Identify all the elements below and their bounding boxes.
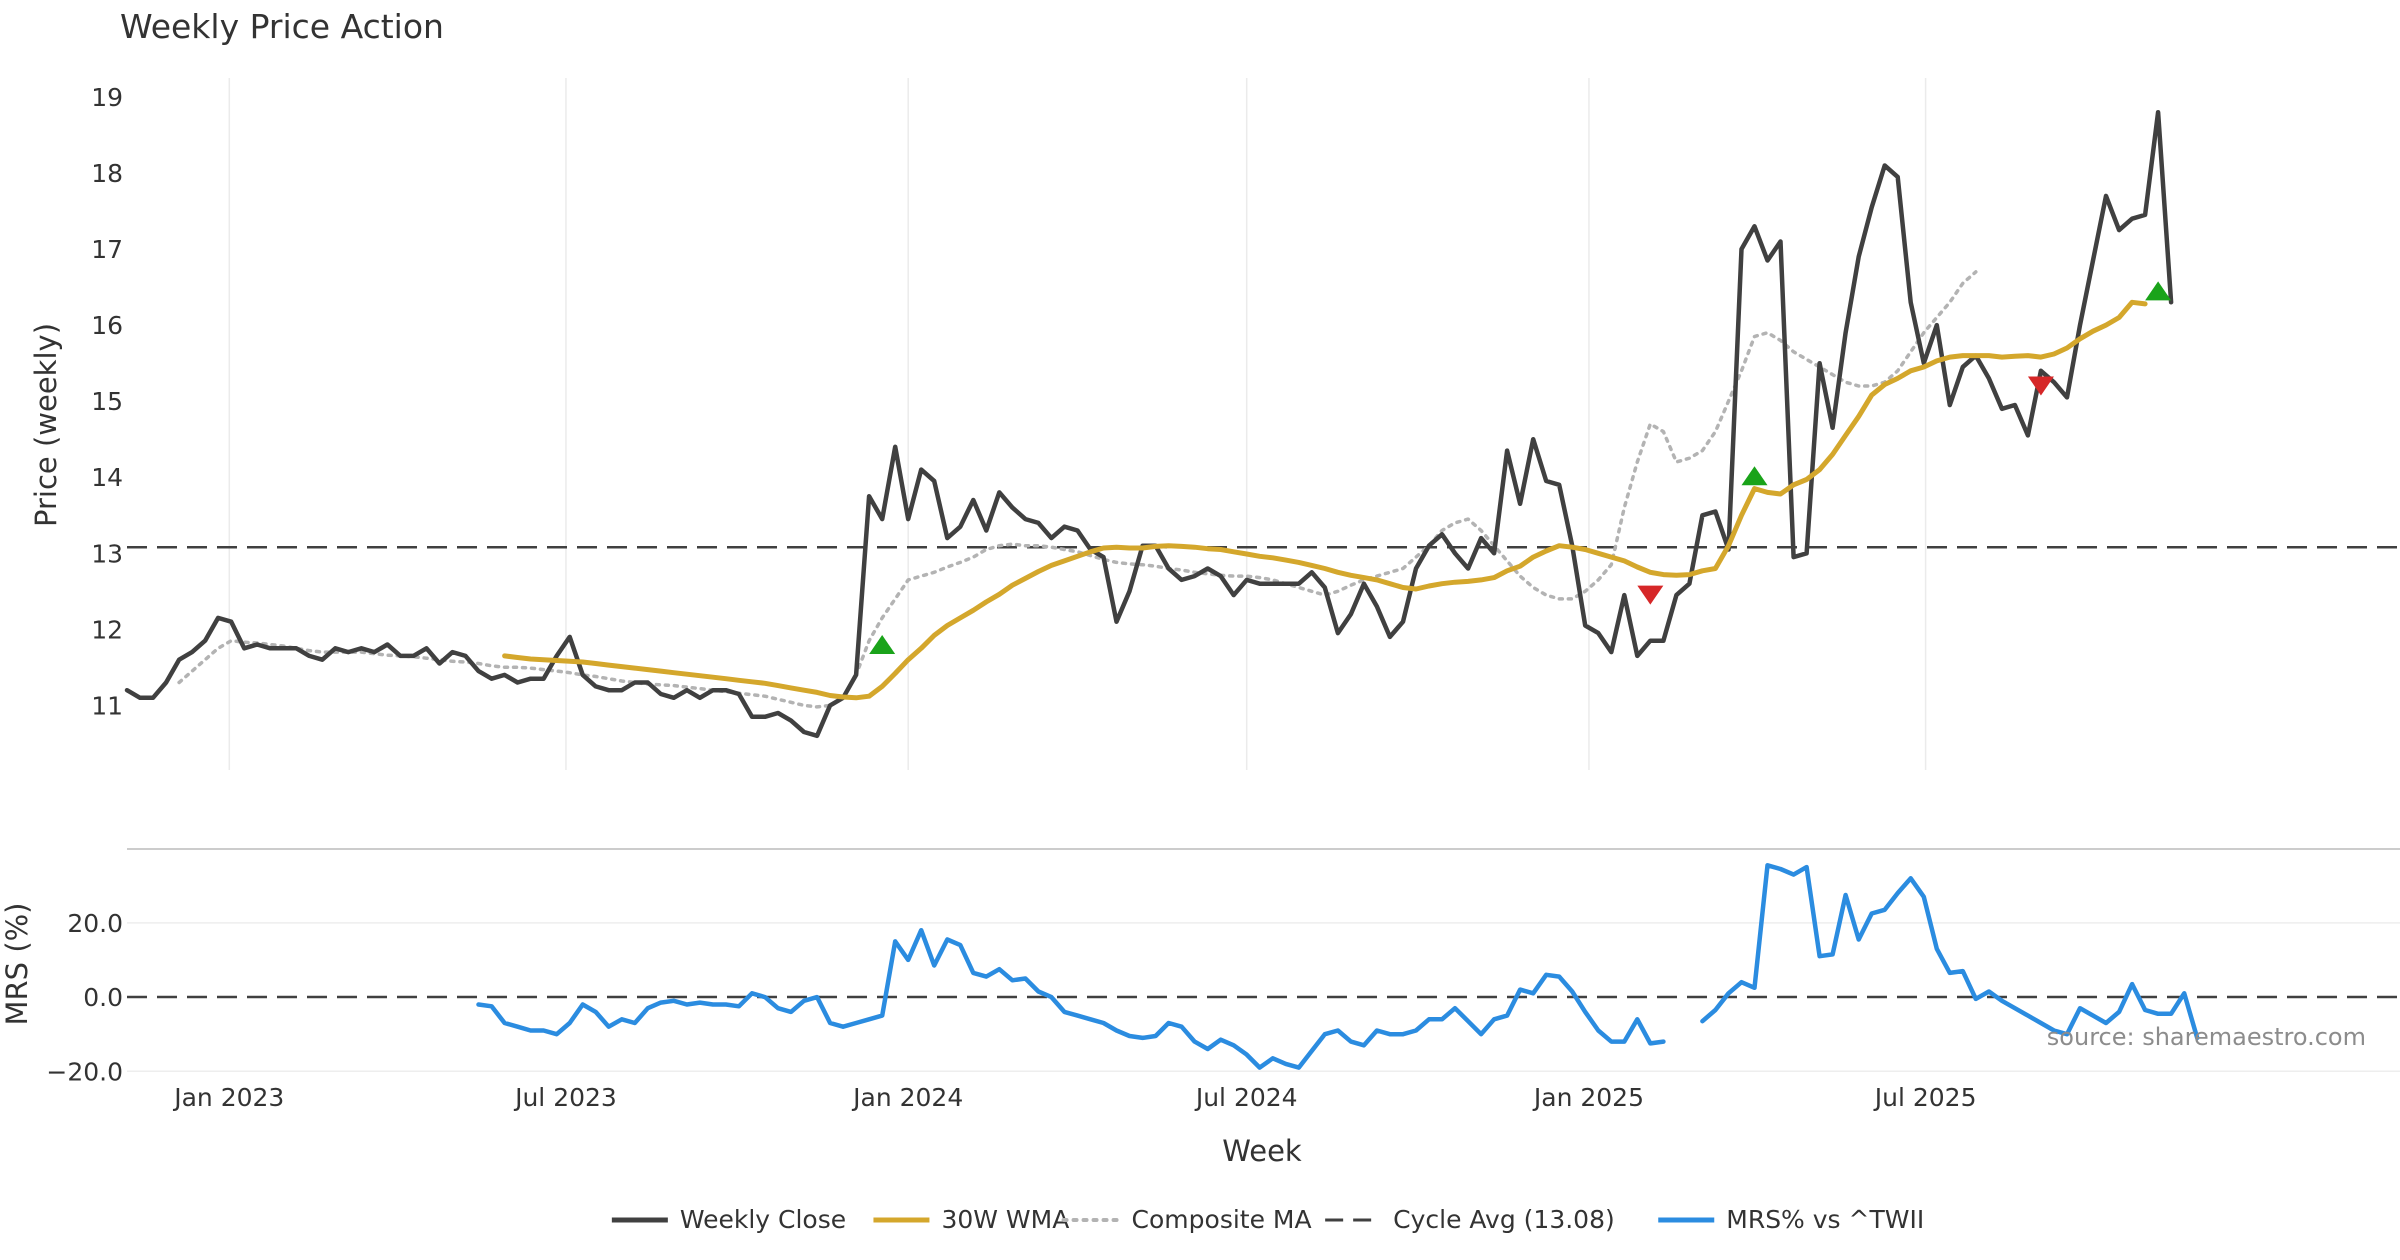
legend-entry-weekly-close: Weekly Close	[611, 1205, 846, 1234]
legend-entry-mrs-vs-twii: MRS% vs ^TWII	[1658, 1205, 1924, 1234]
mrs-y-axis-label: MRS (%)	[0, 903, 34, 1026]
price-y-tick-14: 14	[91, 463, 123, 492]
source-text: source: sharemaestro.com	[2047, 1023, 2366, 1051]
mrs-y-tick-0: −20.0	[46, 1057, 123, 1086]
x-tick-0: Jan 2023	[172, 1083, 284, 1112]
price-y-tick-15: 15	[91, 387, 123, 416]
legend-label: MRS% vs ^TWII	[1726, 1205, 1924, 1234]
price-grid	[228, 78, 1927, 770]
legend: Weekly Close 30W WMA Composite MA Cycle Avg…	[611, 1205, 1924, 1234]
x-tick-5: Jul 2025	[1873, 1083, 1977, 1112]
price-y-axis-label: Price (weekly)	[29, 323, 63, 527]
price-y-ticks: 11 12 13 14 15 16 17 18 19	[91, 83, 123, 720]
x-ticks: Jan 2023 Jul 2023 Jan 2024 Jul 2024 Jan 2025…	[172, 1083, 1976, 1112]
legend-label: Cycle Avg (13.08)	[1393, 1205, 1615, 1234]
price-y-tick-13: 13	[91, 539, 123, 568]
legend-label: Composite MA	[1132, 1205, 1312, 1234]
legend-entry-composite-ma: Composite MA	[1061, 1205, 1312, 1234]
x-axis-label: Week	[1222, 1134, 1302, 1168]
price-series-group	[124, 109, 2174, 739]
legend-entry-cycle-avg-13-08: Cycle Avg (13.08)	[1325, 1205, 1615, 1234]
buy-marker-2	[1741, 466, 1768, 486]
chart-title: Weekly Price Action	[120, 7, 444, 46]
signal-markers	[869, 281, 2172, 655]
price-y-tick-17: 17	[91, 235, 123, 264]
legend-label: 30W WMA	[941, 1205, 1069, 1234]
x-tick-2: Jan 2024	[851, 1083, 963, 1112]
x-tick-4: Jan 2025	[1532, 1083, 1644, 1112]
price-y-tick-11: 11	[91, 691, 123, 720]
price-y-tick-16: 16	[91, 311, 123, 340]
sell-marker-1	[1637, 585, 1664, 605]
buy-marker-0	[869, 635, 896, 655]
mrs-y-tick-1: 0.0	[83, 983, 123, 1012]
series-composite-ma	[177, 270, 1978, 709]
legend-entry-30w-wma: 30W WMA	[873, 1205, 1069, 1234]
price-y-tick-12: 12	[91, 615, 123, 644]
mrs-y-tick-2: 20.0	[67, 909, 123, 938]
x-tick-1: Jul 2023	[513, 1083, 617, 1112]
mrs-y-ticks: −20.0 0.0 20.0	[46, 909, 123, 1086]
buy-marker-4	[2145, 281, 2172, 301]
price-y-tick-18: 18	[91, 159, 123, 188]
series-30w-wma	[502, 299, 2148, 701]
price-y-tick-19: 19	[91, 83, 123, 112]
series-mrs-vs-twii	[476, 863, 2200, 1070]
mrs-series-group	[476, 863, 2200, 1070]
x-tick-3: Jul 2024	[1194, 1083, 1298, 1112]
sell-marker-3	[2027, 376, 2054, 396]
mrs-grid	[127, 922, 2400, 1073]
legend-label: Weekly Close	[680, 1205, 846, 1234]
